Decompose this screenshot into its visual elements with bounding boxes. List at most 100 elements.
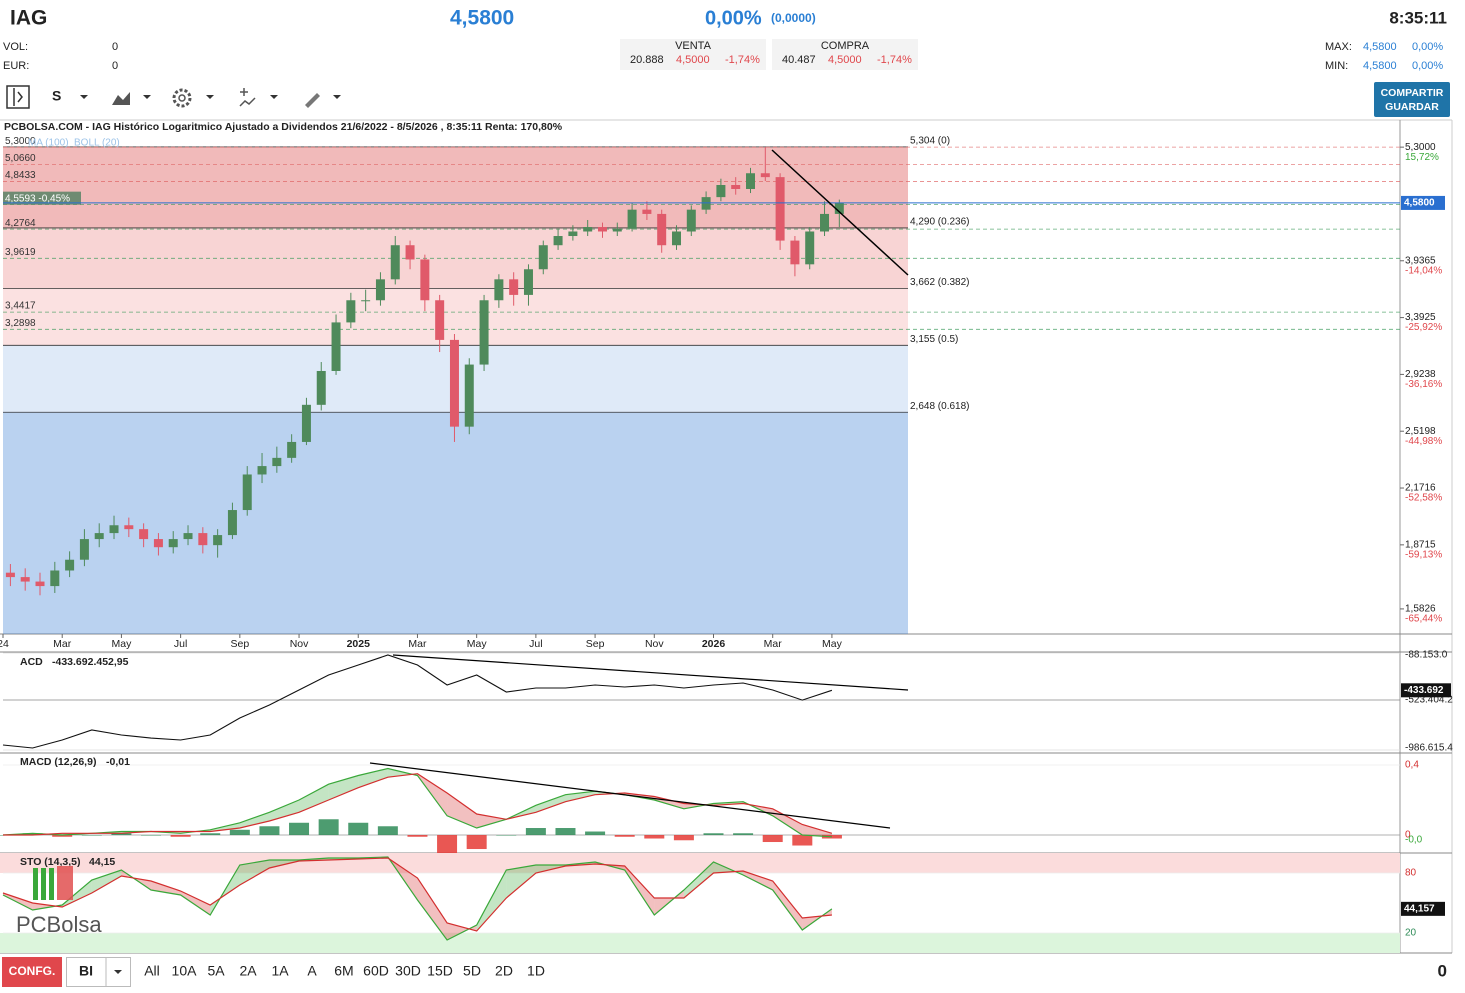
- last-value-label: 44,157: [1404, 903, 1435, 914]
- fib-label: 5,304 (0): [910, 135, 950, 146]
- x-tick-label: Jul: [174, 638, 187, 650]
- range-button[interactable]: All: [144, 963, 160, 979]
- level-label: 4,5593 -0,45%: [5, 193, 70, 204]
- band-fill: [506, 865, 536, 898]
- candle-body: [257, 466, 267, 475]
- histogram-bar: [555, 828, 576, 836]
- histogram-bar: [437, 835, 458, 858]
- y-tick-label: 20: [1405, 928, 1417, 939]
- band-fill: [772, 881, 803, 930]
- panel-toggle[interactable]: [6, 85, 30, 109]
- max-pct: 0,00%: [1412, 41, 1443, 53]
- x-tick-label: 2025: [347, 638, 371, 650]
- candle-body: [612, 228, 622, 232]
- y-tick-label: 2,9238: [1405, 369, 1436, 380]
- range-button[interactable]: 30D: [395, 963, 421, 979]
- caret: [270, 95, 278, 99]
- signal-line: [3, 773, 833, 836]
- last-price-label: 4,5800: [1404, 198, 1435, 209]
- eur: 0: [112, 60, 118, 72]
- mode-select[interactable]: [66, 957, 131, 987]
- x-tick-label: Nov: [645, 638, 664, 650]
- histogram-bar: [733, 833, 754, 836]
- histogram-bar: [141, 835, 162, 836]
- indicator-button[interactable]: [239, 88, 256, 107]
- range-button[interactable]: 1D: [527, 963, 545, 979]
- x-tick-label: Sep: [586, 638, 605, 650]
- candle-body: [731, 184, 741, 190]
- histogram-bar: [821, 835, 842, 839]
- level-label: 4,8433: [5, 170, 36, 181]
- buy-pct: -1,74%: [877, 54, 912, 66]
- config-button[interactable]: [2, 957, 62, 987]
- settings-button[interactable]: [172, 88, 192, 108]
- candle-body: [301, 404, 311, 442]
- candle-body: [331, 322, 341, 371]
- logo-bar: [49, 868, 54, 900]
- y-tick-change: -14,04%: [1405, 265, 1442, 276]
- candle-body: [405, 245, 415, 260]
- histogram-bar: [200, 833, 221, 836]
- range-bar: CONFG. BI 0 All 10A 5A 2A 1A A 6M 60D 30D 15D 5D 2D…: [2, 957, 1447, 987]
- candle-body: [20, 577, 30, 582]
- range-button[interactable]: A: [307, 963, 317, 979]
- legend-label: MA (100): [28, 138, 69, 149]
- change-pct: 0,00%: [705, 7, 762, 29]
- range-button[interactable]: 1A: [271, 963, 289, 979]
- histogram-bar: [614, 835, 635, 837]
- range-button[interactable]: 5D: [463, 963, 481, 979]
- y-tick-change: -65,44%: [1405, 614, 1442, 625]
- macd-line: [2, 767, 832, 838]
- share-button[interactable]: [1374, 82, 1450, 117]
- histogram-bar: [525, 828, 546, 836]
- y-tick-label: 1,5826: [1405, 604, 1436, 615]
- settings-icon: [178, 94, 186, 102]
- draw-button[interactable]: [305, 93, 320, 108]
- histogram-bar: [81, 835, 102, 836]
- fib-label: 3,662 (0.382): [910, 277, 970, 288]
- candle-body: [420, 259, 430, 301]
- candle-body: [35, 581, 45, 587]
- caret: [206, 95, 214, 99]
- band-fill: [328, 775, 359, 800]
- range-button[interactable]: 5A: [207, 963, 225, 979]
- sto-panel: 80 20 44,157 STO (14,3,5) 44,15: [0, 853, 1445, 953]
- symbol: IAG: [10, 7, 47, 30]
- candle-body: [139, 529, 149, 540]
- last-value-label: -0,0: [1405, 835, 1423, 846]
- candle-body: [449, 339, 459, 427]
- y-tick-label: 2,5198: [1405, 426, 1436, 437]
- trend-line: [369, 762, 891, 829]
- range-button[interactable]: 15D: [427, 963, 453, 979]
- chart-title: PCBOLSA.COM - IAG Histórico Logaritmico …: [4, 121, 563, 133]
- candle-body: [716, 184, 726, 198]
- candle-body: [790, 240, 800, 265]
- range-button[interactable]: 6M: [334, 963, 353, 979]
- band-fill: [772, 808, 803, 836]
- candle-body: [390, 245, 400, 280]
- y-tick-label: -986.615.4: [1405, 743, 1453, 754]
- range-button[interactable]: 10A: [172, 963, 198, 979]
- period-button[interactable]: S: [52, 88, 61, 104]
- d-line: [2, 857, 832, 932]
- band-fill: [743, 871, 773, 890]
- share-label: COMPARTIR: [1381, 87, 1444, 99]
- range-button[interactable]: 2A: [239, 963, 257, 979]
- oversold-zone: [0, 933, 1400, 953]
- y-tick-change: -52,58%: [1405, 493, 1442, 504]
- logo-text: PCBolsa: [16, 912, 102, 937]
- band-fill: [476, 870, 507, 931]
- band-fill: [299, 784, 329, 813]
- macd-panel: 0,4 0-0,0 MACD (12,26,9) -0,01: [0, 756, 1423, 858]
- fib-zone: [3, 288, 908, 346]
- range-button[interactable]: 2D: [495, 963, 513, 979]
- range-button[interactable]: 60D: [363, 963, 389, 979]
- histogram-bar: [762, 835, 783, 843]
- band-fill: [417, 878, 448, 940]
- candle-body: [287, 441, 297, 458]
- y-tick-label: 3,9365: [1405, 255, 1436, 266]
- candle-body: [375, 279, 385, 301]
- buy-box: [772, 39, 918, 70]
- logo-bar: [57, 866, 73, 900]
- chart-type-button[interactable]: [112, 92, 130, 105]
